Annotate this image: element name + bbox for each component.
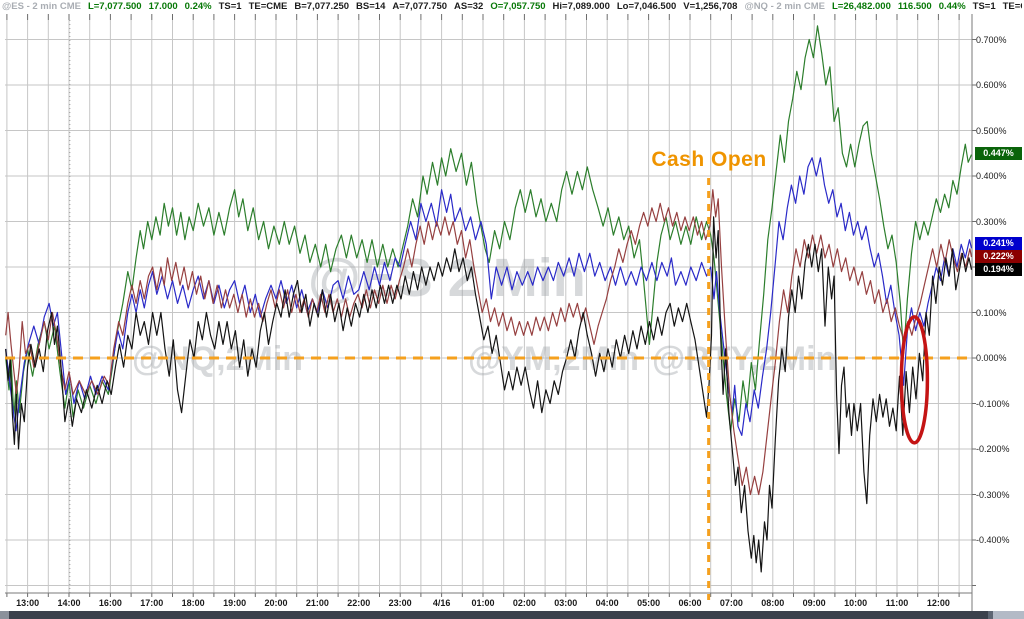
header-field: 17.000 (148, 1, 178, 12)
x-axis-label: 13:00 (16, 598, 40, 608)
series-line-es (5, 216, 973, 573)
x-axis-label: 07:00 (719, 598, 743, 608)
x-axis-label: 14:00 (57, 598, 81, 608)
x-axis-label: 08:00 (761, 598, 785, 608)
header-field: TS=1 (218, 1, 242, 12)
series-line-nq (5, 25, 973, 432)
header-field: 0.24% (184, 1, 212, 12)
x-axis-label: 06:00 (678, 598, 702, 608)
quote-header-bar: @ES - 2 min CME L=7,077.500 17.000 0.24% TS=… (2, 0, 1022, 14)
header-field: @NQ - 2 min CME (744, 1, 825, 12)
x-axis-label: 4/16 (432, 598, 451, 608)
x-axis-label: 05:00 (637, 598, 661, 608)
y-axis-label: -0.400% (976, 535, 1010, 545)
x-axis-label: 22:00 (347, 598, 371, 608)
last-value-badge-nq: 0.447% (975, 147, 1022, 160)
header-field: L=26,482.000 (831, 1, 891, 12)
header-field: V=1,256,708 (683, 1, 738, 12)
y-axis-label: 0.000% (976, 353, 1007, 363)
y-axis-label: 0.600% (976, 80, 1007, 90)
y-axis-label: 0.300% (976, 216, 1007, 227)
header-field: Hi=7,089.000 (552, 1, 610, 12)
header-field: A=7,077.750 (392, 1, 448, 12)
x-axis-label: 03:00 (554, 598, 578, 608)
header-field: Lo=7,046.500 (616, 1, 677, 12)
y-axis-label: 0.400% (976, 171, 1007, 181)
header-field: TS=1 (972, 1, 996, 12)
header-field: L=7,077.500 (87, 1, 142, 12)
last-value-badge-rty: 0.222% (975, 250, 1022, 263)
x-axis-label: 12:00 (926, 598, 950, 608)
highlight-ellipse[interactable] (899, 315, 930, 445)
series-line-rty (5, 189, 973, 496)
x-axis-label: 01:00 (471, 598, 495, 608)
taskbar-right-cap (993, 611, 1024, 619)
x-axis-label: 02:00 (512, 598, 536, 608)
cash-open-annotation: Cash Open (651, 148, 767, 171)
last-value-badge-es: 0.194% (975, 263, 1022, 276)
x-axis-label: 23:00 (388, 598, 412, 608)
header-field: O=7,057.750 (490, 1, 546, 12)
x-axis-label: 16:00 (98, 598, 122, 608)
y-axis-label: -0.100% (976, 398, 1010, 409)
header-field: B=7,077.250 (294, 1, 350, 12)
x-axis-label: 10:00 (844, 598, 868, 608)
taskbar-left-cap (0, 611, 9, 619)
taskbar[interactable] (0, 611, 1024, 619)
taskbar-divider (988, 611, 993, 619)
header-field: TE=CME (248, 1, 288, 12)
last-value-badge-ym: 0.241% (975, 237, 1022, 250)
header-field: AS=32 (454, 1, 484, 12)
y-axis-label: 0.100% (976, 307, 1007, 318)
y-axis-label: 0.700% (976, 34, 1007, 45)
x-axis-label: 04:00 (595, 598, 619, 608)
x-axis-label: 19:00 (223, 598, 247, 608)
x-axis-label: 11:00 (885, 598, 909, 608)
header-field: 116.500 (897, 1, 932, 12)
x-axis-label: 09:00 (802, 598, 826, 608)
header-field: 0.44% (938, 1, 966, 12)
x-axis-label: 21:00 (305, 598, 329, 608)
header-field: @ES - 2 min CME (2, 1, 81, 12)
x-axis-label: 17:00 (140, 598, 164, 608)
x-axis-label: 20:00 (264, 598, 288, 608)
header-field: TE=CME (1002, 1, 1022, 12)
y-axis-label: -0.300% (976, 489, 1010, 500)
y-axis-label: -0.200% (976, 444, 1010, 454)
x-axis-label: 18:00 (181, 598, 205, 608)
header-field: BS=14 (356, 1, 386, 12)
y-axis-label: 0.500% (976, 125, 1007, 136)
